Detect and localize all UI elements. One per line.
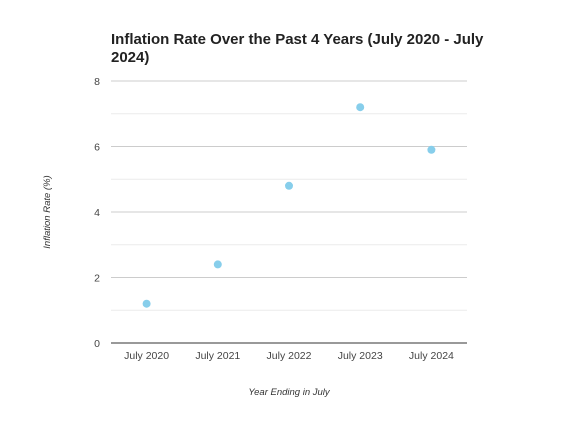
data-point bbox=[356, 103, 365, 112]
grid-lines bbox=[111, 80, 467, 311]
y-tick-label: 0 bbox=[94, 338, 100, 350]
y-tick-label: 6 bbox=[94, 142, 100, 154]
x-axis-ticks: July 2020 July 2021 July 2022 July 2023 July… bbox=[124, 350, 454, 362]
x-axis-label: Year Ending in July bbox=[248, 387, 331, 398]
x-tick-label: July 2022 bbox=[267, 350, 312, 362]
data-point bbox=[285, 181, 293, 190]
chart-title-line-2: 2024) bbox=[111, 49, 149, 66]
y-axis-label: Inflation Rate (%) bbox=[42, 175, 53, 248]
data-point bbox=[213, 260, 222, 269]
x-tick-label: July 2023 bbox=[338, 350, 383, 362]
data-point bbox=[142, 299, 151, 308]
x-tick-label: July 2021 bbox=[195, 350, 240, 362]
x-tick-label: July 2020 bbox=[124, 350, 169, 362]
chart-title-line-1: Inflation Rate Over the Past 4 Years (Ju… bbox=[111, 31, 484, 48]
data-points bbox=[142, 103, 436, 308]
data-point bbox=[427, 145, 436, 154]
x-tick-label: July 2024 bbox=[409, 350, 454, 362]
y-tick-label: 4 bbox=[94, 207, 100, 219]
y-tick-label: 8 bbox=[94, 76, 100, 88]
y-tick-label: 2 bbox=[94, 273, 100, 285]
y-axis-ticks: 0 2 4 6 8 bbox=[94, 76, 100, 350]
